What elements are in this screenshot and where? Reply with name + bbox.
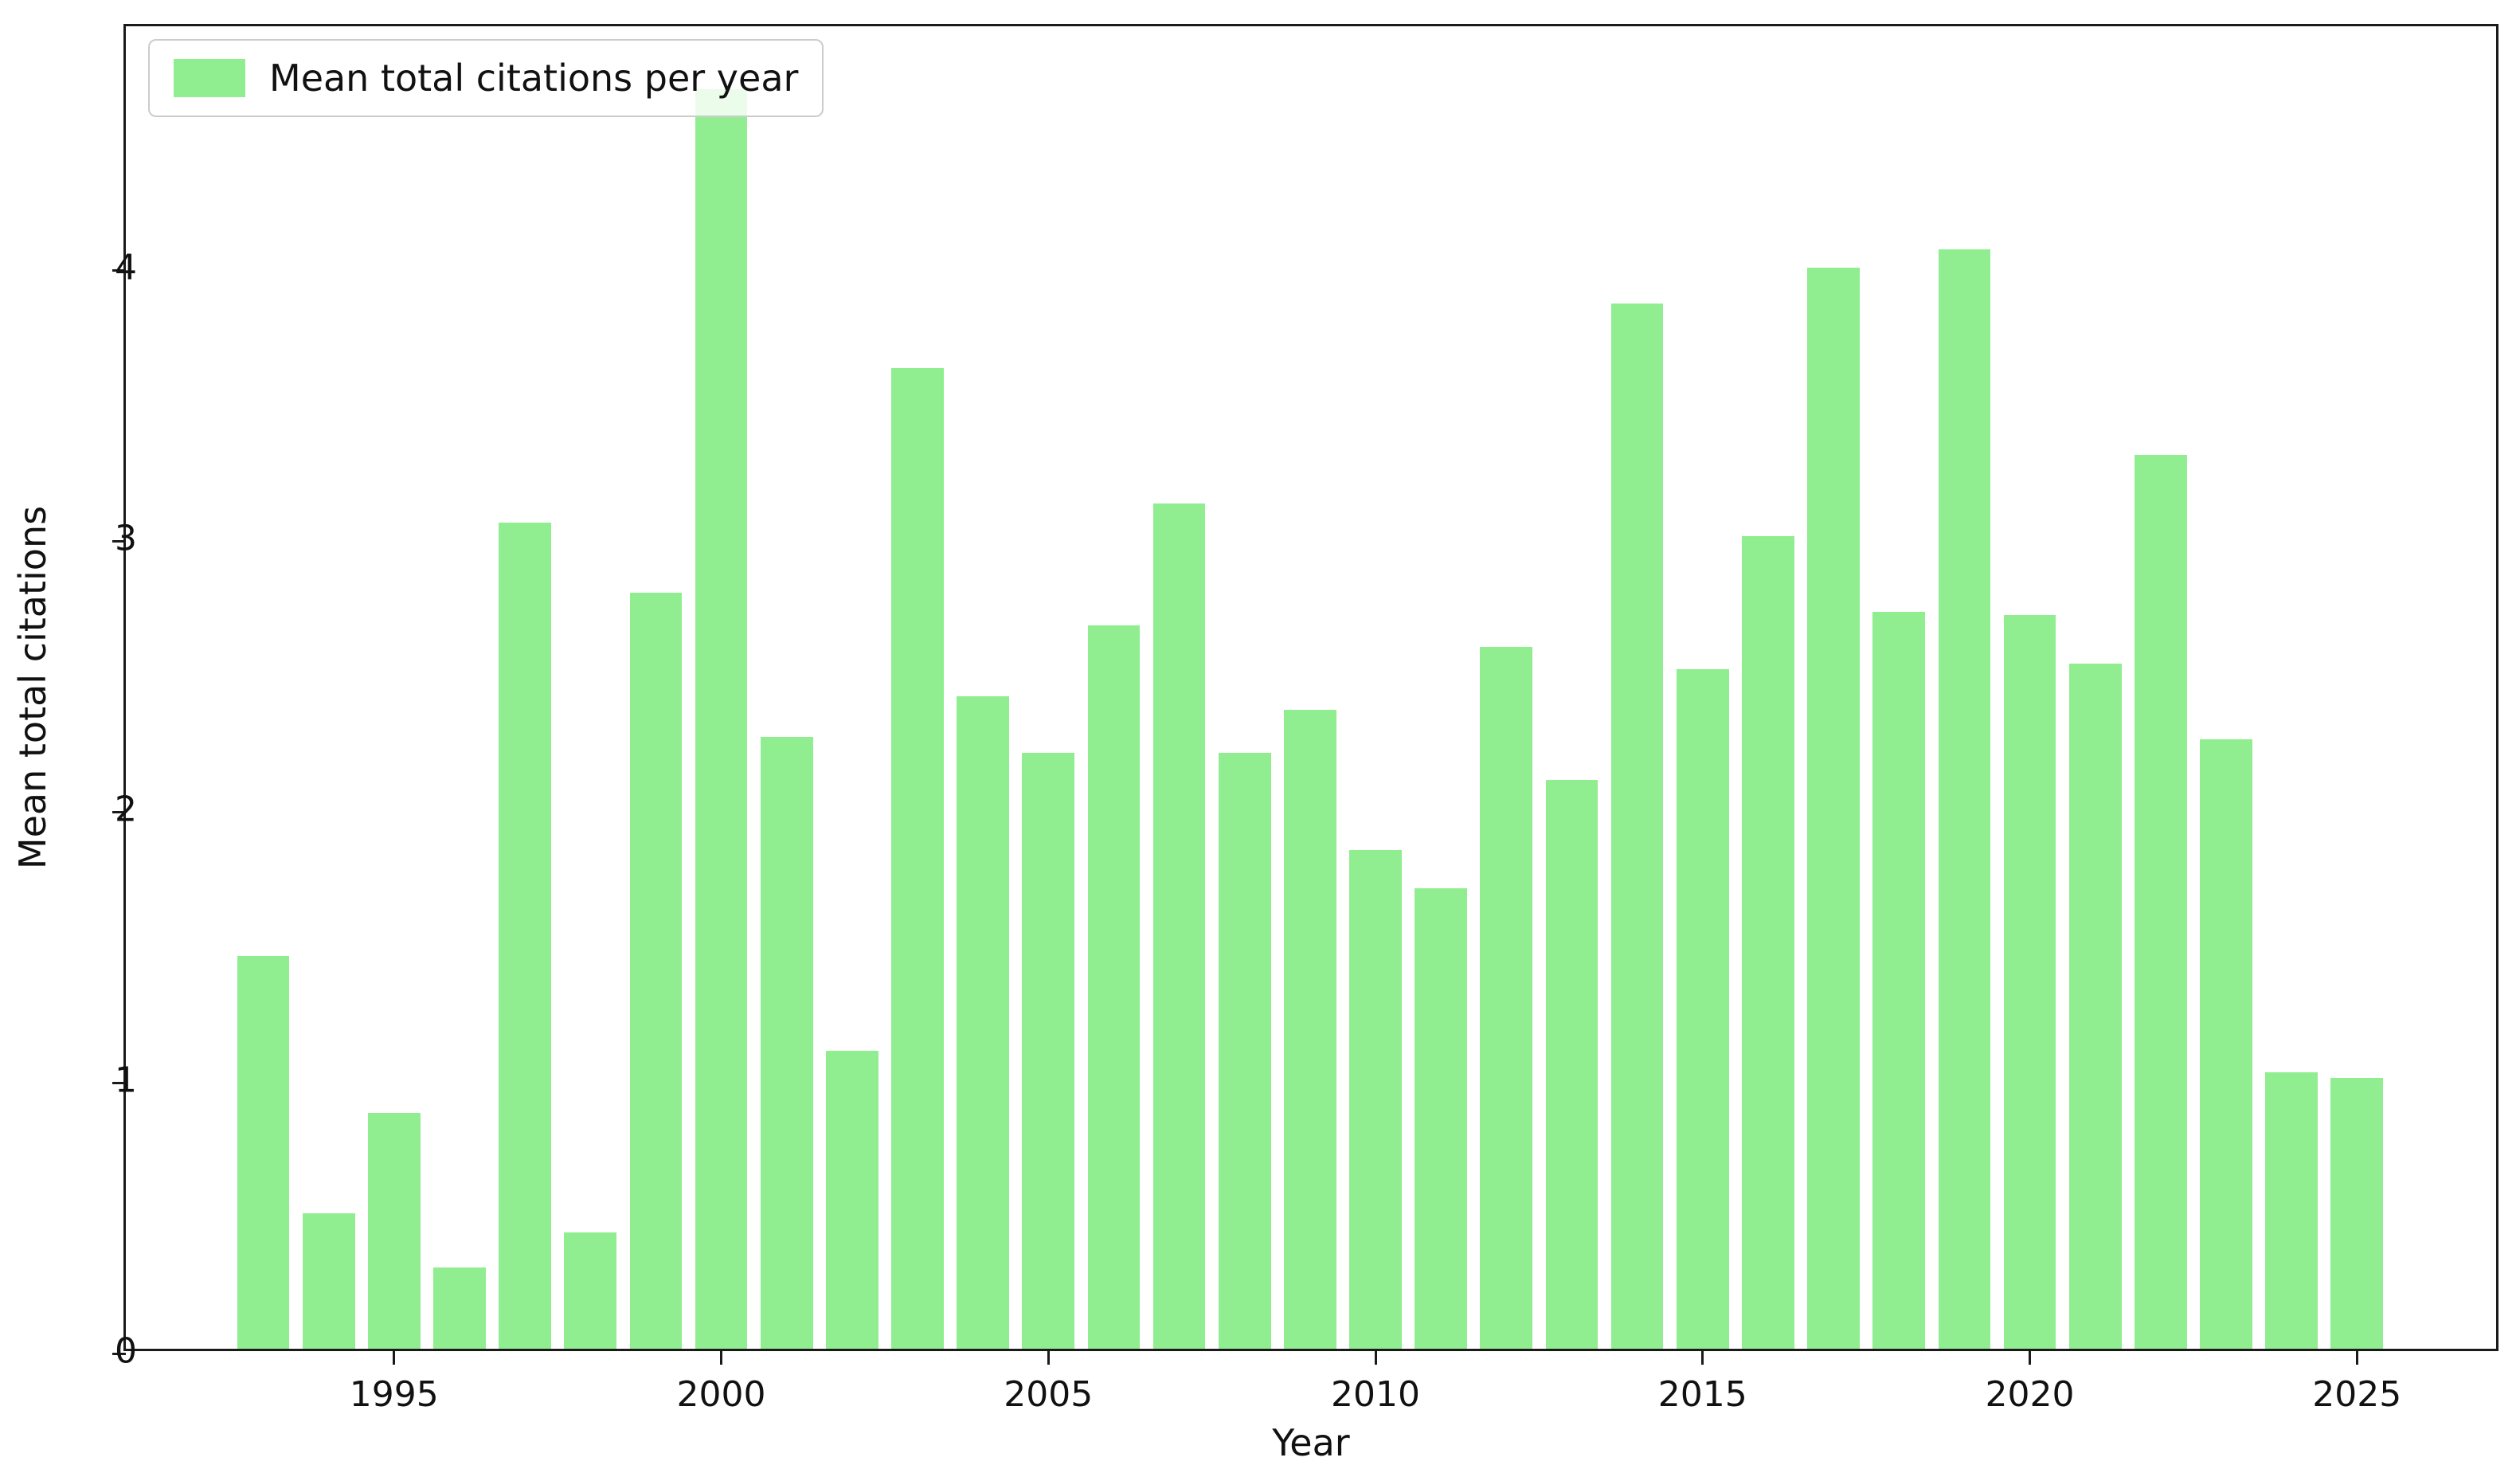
bar-2014: [1610, 303, 1664, 1349]
bar-2023: [2200, 739, 2252, 1349]
y-tick-label-2: 2: [115, 789, 137, 830]
y-tick-mark-0: [112, 1352, 126, 1355]
bar-2004: [957, 695, 1009, 1349]
y-tick-label-1: 1: [115, 1060, 137, 1101]
x-tick-label-1995: 1995: [349, 1374, 439, 1415]
y-tick-mark-4: [112, 268, 126, 272]
y-tick-label-4: 4: [115, 247, 137, 288]
x-tick-mark-2000: [720, 1351, 723, 1365]
bar-2012: [1480, 647, 1533, 1349]
bar-2010: [1349, 850, 1402, 1349]
x-tick-mark-2010: [1374, 1351, 1377, 1365]
bar-2008: [1218, 753, 1271, 1349]
x-tick-label-2020: 2020: [1985, 1374, 2075, 1415]
bar-2007: [1152, 503, 1206, 1349]
x-tick-label-2000: 2000: [676, 1374, 766, 1415]
bar-2005: [1022, 753, 1075, 1349]
y-tick-mark-2: [112, 810, 126, 813]
bar-2009: [1284, 709, 1336, 1349]
bar-2025: [2330, 1078, 2384, 1349]
x-tick-mark-2020: [2029, 1351, 2032, 1365]
bar-2000: [695, 89, 748, 1349]
legend-label: Mean total citations per year: [269, 57, 799, 100]
bar-2013: [1545, 780, 1598, 1349]
x-tick-mark-2005: [1047, 1351, 1050, 1365]
bar-2011: [1415, 888, 1468, 1349]
y-tick-mark-3: [112, 539, 126, 543]
bar-2022: [2134, 455, 2187, 1349]
x-tick-label-2005: 2005: [1004, 1374, 1094, 1415]
bar-2020: [2003, 614, 2056, 1349]
bar-2019: [1938, 249, 1991, 1349]
bar-1997: [499, 523, 551, 1349]
bar-2002: [825, 1051, 878, 1349]
x-axis-label: Year: [1272, 1421, 1350, 1464]
x-tick-mark-1995: [393, 1351, 396, 1365]
x-tick-label-2015: 2015: [1657, 1374, 1747, 1415]
legend: Mean total citations per year: [148, 39, 824, 117]
bar-1994: [302, 1213, 355, 1349]
bar-2015: [1676, 668, 1729, 1349]
y-tick-mark-1: [112, 1081, 126, 1084]
bar-1995: [367, 1113, 421, 1349]
legend-swatch-icon: [174, 59, 245, 97]
y-tick-label-3: 3: [115, 518, 137, 559]
bar-2017: [1807, 268, 1860, 1349]
bar-2016: [1742, 536, 1794, 1349]
x-tick-label-2025: 2025: [2312, 1374, 2402, 1415]
bar-2018: [1872, 612, 1926, 1349]
x-tick-mark-2025: [2355, 1351, 2358, 1365]
bar-2006: [1087, 625, 1141, 1349]
bar-2003: [891, 368, 944, 1349]
bar-2021: [2068, 663, 2122, 1349]
x-tick-label-2010: 2010: [1331, 1374, 1421, 1415]
y-tick-label-0: 0: [115, 1330, 137, 1372]
bar-1998: [564, 1232, 617, 1349]
bar-1999: [629, 593, 683, 1349]
bar-1996: [433, 1267, 486, 1349]
bar-2001: [760, 736, 813, 1349]
bar-2024: [2265, 1072, 2318, 1349]
y-axis-label: Mean total citations: [11, 505, 54, 870]
bar-1993: [237, 956, 290, 1349]
x-tick-mark-2015: [1701, 1351, 1704, 1365]
plot-area: 1995 2000 2005 2010 2015 2020 2025 Mean total …: [112, 24, 2498, 1415]
